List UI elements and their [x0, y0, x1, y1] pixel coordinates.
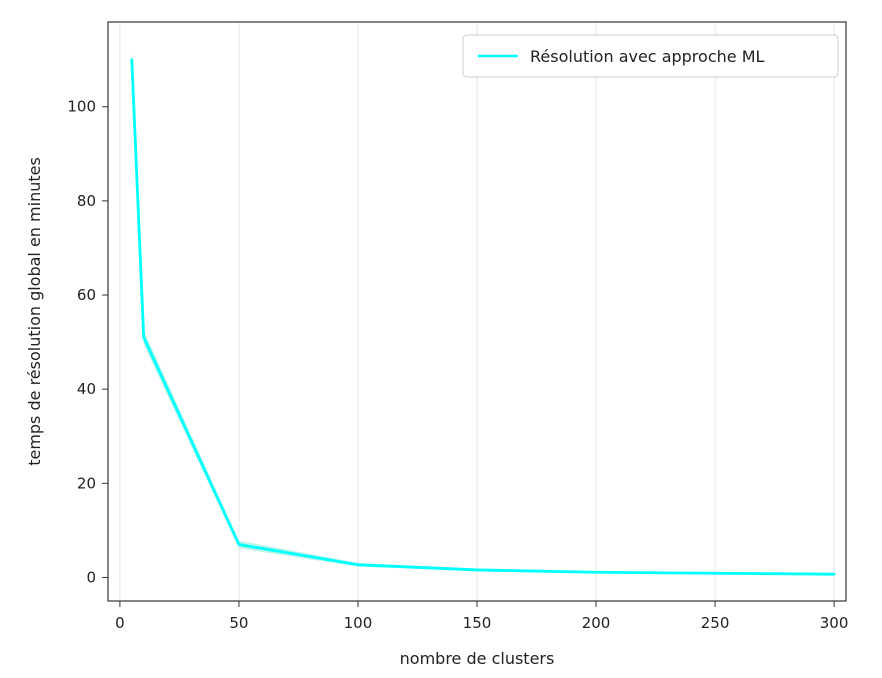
y-tick-label-4: 80	[77, 192, 96, 210]
grid-lines	[119, 22, 835, 601]
x-tick-label-6: 300	[820, 614, 849, 632]
y-tick-label-0: 0	[86, 568, 96, 586]
x-axis-label: nombre de clusters	[400, 649, 555, 668]
x-tick-label-0: 0	[115, 614, 125, 632]
y-tick-label-5: 100	[67, 98, 96, 116]
y-axis-label: temps de résolution global en minutes	[25, 157, 44, 466]
series-line-resolution-ml	[130, 58, 836, 576]
y-tick-label-2: 40	[77, 380, 96, 398]
legend-label: Résolution avec approche ML	[530, 47, 764, 66]
x-tick-label-3: 150	[463, 614, 492, 632]
plot-frame	[107, 21, 847, 602]
x-tick-label-2: 100	[344, 614, 373, 632]
legend: Résolution avec approche ML	[462, 34, 839, 78]
y-ticks: 0 20 40 60 80 100	[67, 98, 108, 586]
x-tick-label-5: 250	[701, 614, 730, 632]
legend-box	[462, 34, 839, 78]
line-series-layer	[130, 58, 836, 576]
y-tick-label-1: 20	[77, 474, 96, 492]
x-tick-label-4: 200	[582, 614, 611, 632]
x-ticks: 0 50 100 150 200 250 300	[115, 601, 848, 632]
y-tick-label-3: 60	[77, 286, 96, 304]
x-tick-label-1: 50	[229, 614, 248, 632]
